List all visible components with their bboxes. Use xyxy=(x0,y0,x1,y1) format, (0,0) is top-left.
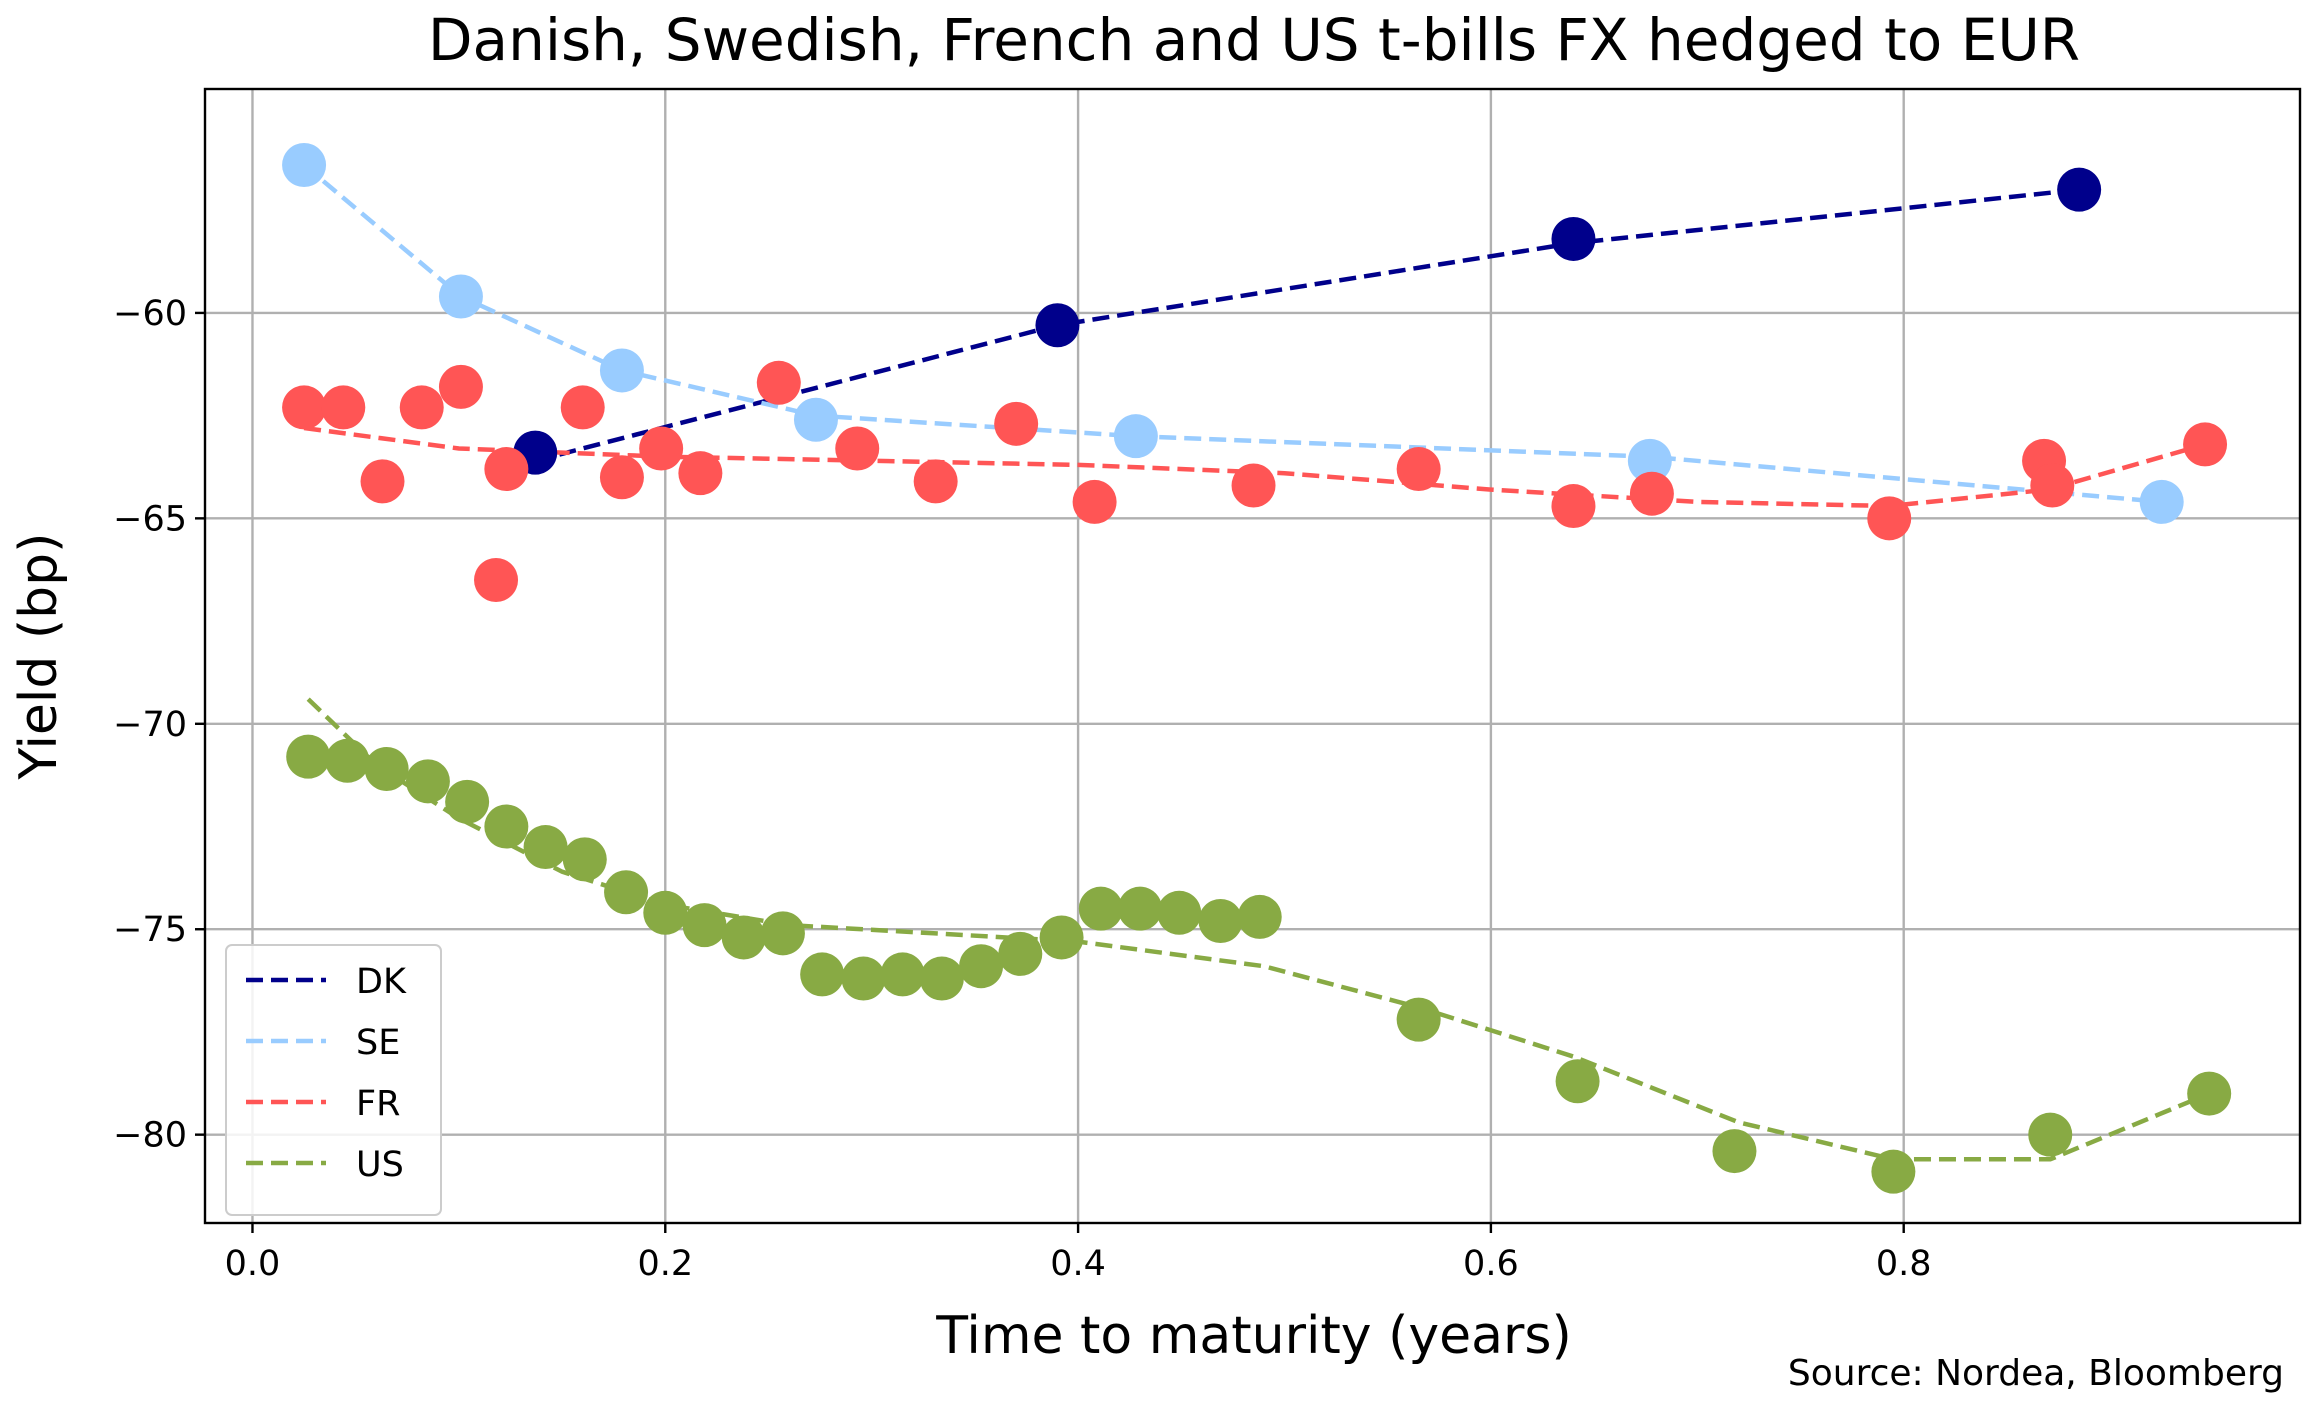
x-tick-label: 0.6 xyxy=(1463,1244,1519,1284)
data-point-us xyxy=(682,903,727,948)
data-point-us xyxy=(1118,886,1163,931)
data-point-fr xyxy=(835,426,880,471)
data-point-fr xyxy=(1072,479,1117,524)
data-point-us xyxy=(1078,886,1123,931)
data-point-fr xyxy=(484,447,529,492)
fit-line-dk xyxy=(534,187,2080,463)
data-point-us xyxy=(919,956,964,1001)
data-point-us xyxy=(721,915,766,960)
data-point-us xyxy=(484,804,529,849)
data-point-us xyxy=(1871,1149,1916,1194)
data-point-fr xyxy=(2030,463,2075,508)
data-point-us xyxy=(880,952,925,997)
data-point-us xyxy=(604,870,649,915)
data-point-fr xyxy=(1867,496,1912,541)
data-point-fr xyxy=(678,451,723,496)
data-point-us xyxy=(959,944,1004,989)
legend-label-se: SE xyxy=(356,1023,400,1063)
x-tick-label: 0.4 xyxy=(1050,1244,1106,1284)
x-tick-label: 0.8 xyxy=(1876,1244,1932,1284)
data-point-fr xyxy=(360,459,405,504)
data-point-us xyxy=(1039,915,1084,960)
data-point-us xyxy=(445,779,490,824)
data-point-fr xyxy=(599,455,644,500)
data-point-se xyxy=(793,397,838,442)
data-point-us xyxy=(800,952,845,997)
source-note: Source: Nordea, Bloomberg xyxy=(1788,1353,2284,1394)
data-point-dk xyxy=(1551,216,1596,261)
data-point-us xyxy=(286,734,331,779)
tick-layer: 0.0 0.2 0.4 0.6 0.8 −80 −75 −70 −65 −60 xyxy=(113,294,1931,1284)
data-point-us xyxy=(405,759,450,804)
y-tick-label: −75 xyxy=(113,910,187,950)
data-point-us xyxy=(760,911,805,956)
legend-label-dk: DK xyxy=(356,962,407,1002)
chart-title: Danish, Swedish, French and US t-bills F… xyxy=(428,6,2080,74)
data-point-se xyxy=(1627,438,1672,483)
data-point-fr xyxy=(1231,463,1276,508)
x-axis-label: Time to maturity (years) xyxy=(935,1306,1572,1366)
data-point-fr xyxy=(282,385,327,430)
data-point-dk xyxy=(1035,303,1080,348)
y-tick-label: −65 xyxy=(113,499,187,539)
data-point-us xyxy=(2187,1071,2232,1116)
data-point-us xyxy=(998,931,1043,976)
data-point-fr xyxy=(560,385,605,430)
data-point-us xyxy=(1198,899,1243,944)
x-tick-label: 0.0 xyxy=(225,1244,281,1284)
data-point-us xyxy=(841,956,886,1001)
grid-layer xyxy=(205,89,2300,1223)
data-point-fr xyxy=(1629,471,1674,516)
data-point-fr xyxy=(1551,484,1596,529)
data-point-us xyxy=(1555,1059,1600,1104)
data-point-us xyxy=(562,837,607,882)
data-point-us xyxy=(1157,890,1202,935)
data-point-us xyxy=(1237,894,1282,939)
data-point-se xyxy=(1113,414,1158,459)
fit-layer xyxy=(302,163,2211,1162)
data-point-se xyxy=(438,274,483,319)
data-point-fr xyxy=(1396,447,1441,492)
data-point-fr xyxy=(438,364,483,409)
data-point-us xyxy=(364,746,409,791)
data-point-fr xyxy=(913,459,958,504)
legend-label-us: US xyxy=(356,1145,404,1185)
data-point-us xyxy=(643,890,688,935)
data-point-fr xyxy=(321,385,366,430)
data-point-fr xyxy=(639,426,684,471)
data-point-us xyxy=(2028,1112,2073,1157)
y-axis-label: Yield (bp) xyxy=(9,533,69,781)
y-tick-label: −70 xyxy=(113,705,187,745)
x-tick-label: 0.2 xyxy=(637,1244,693,1284)
legend-label-fr: FR xyxy=(356,1084,400,1124)
fit-line-fr xyxy=(303,425,2206,509)
legend-box xyxy=(225,944,442,1216)
data-point-us xyxy=(1712,1129,1757,1174)
data-point-fr xyxy=(2183,422,2228,467)
data-point-us xyxy=(1396,997,1441,1042)
data-point-fr xyxy=(399,385,444,430)
data-point-us xyxy=(325,738,370,783)
data-point-us xyxy=(523,825,568,870)
data-point-fr xyxy=(474,557,519,602)
point-layer xyxy=(282,143,2232,1194)
y-tick-label: −60 xyxy=(113,294,187,334)
data-point-dk xyxy=(2057,167,2102,212)
y-tick-label: −80 xyxy=(113,1116,187,1156)
data-point-se xyxy=(282,143,327,188)
plot-frame xyxy=(203,87,2302,1225)
data-point-fr xyxy=(756,360,801,405)
data-point-se xyxy=(2139,479,2184,524)
legend: DK SE FR US xyxy=(225,944,442,1216)
data-point-fr xyxy=(994,401,1039,446)
data-point-se xyxy=(599,348,644,393)
